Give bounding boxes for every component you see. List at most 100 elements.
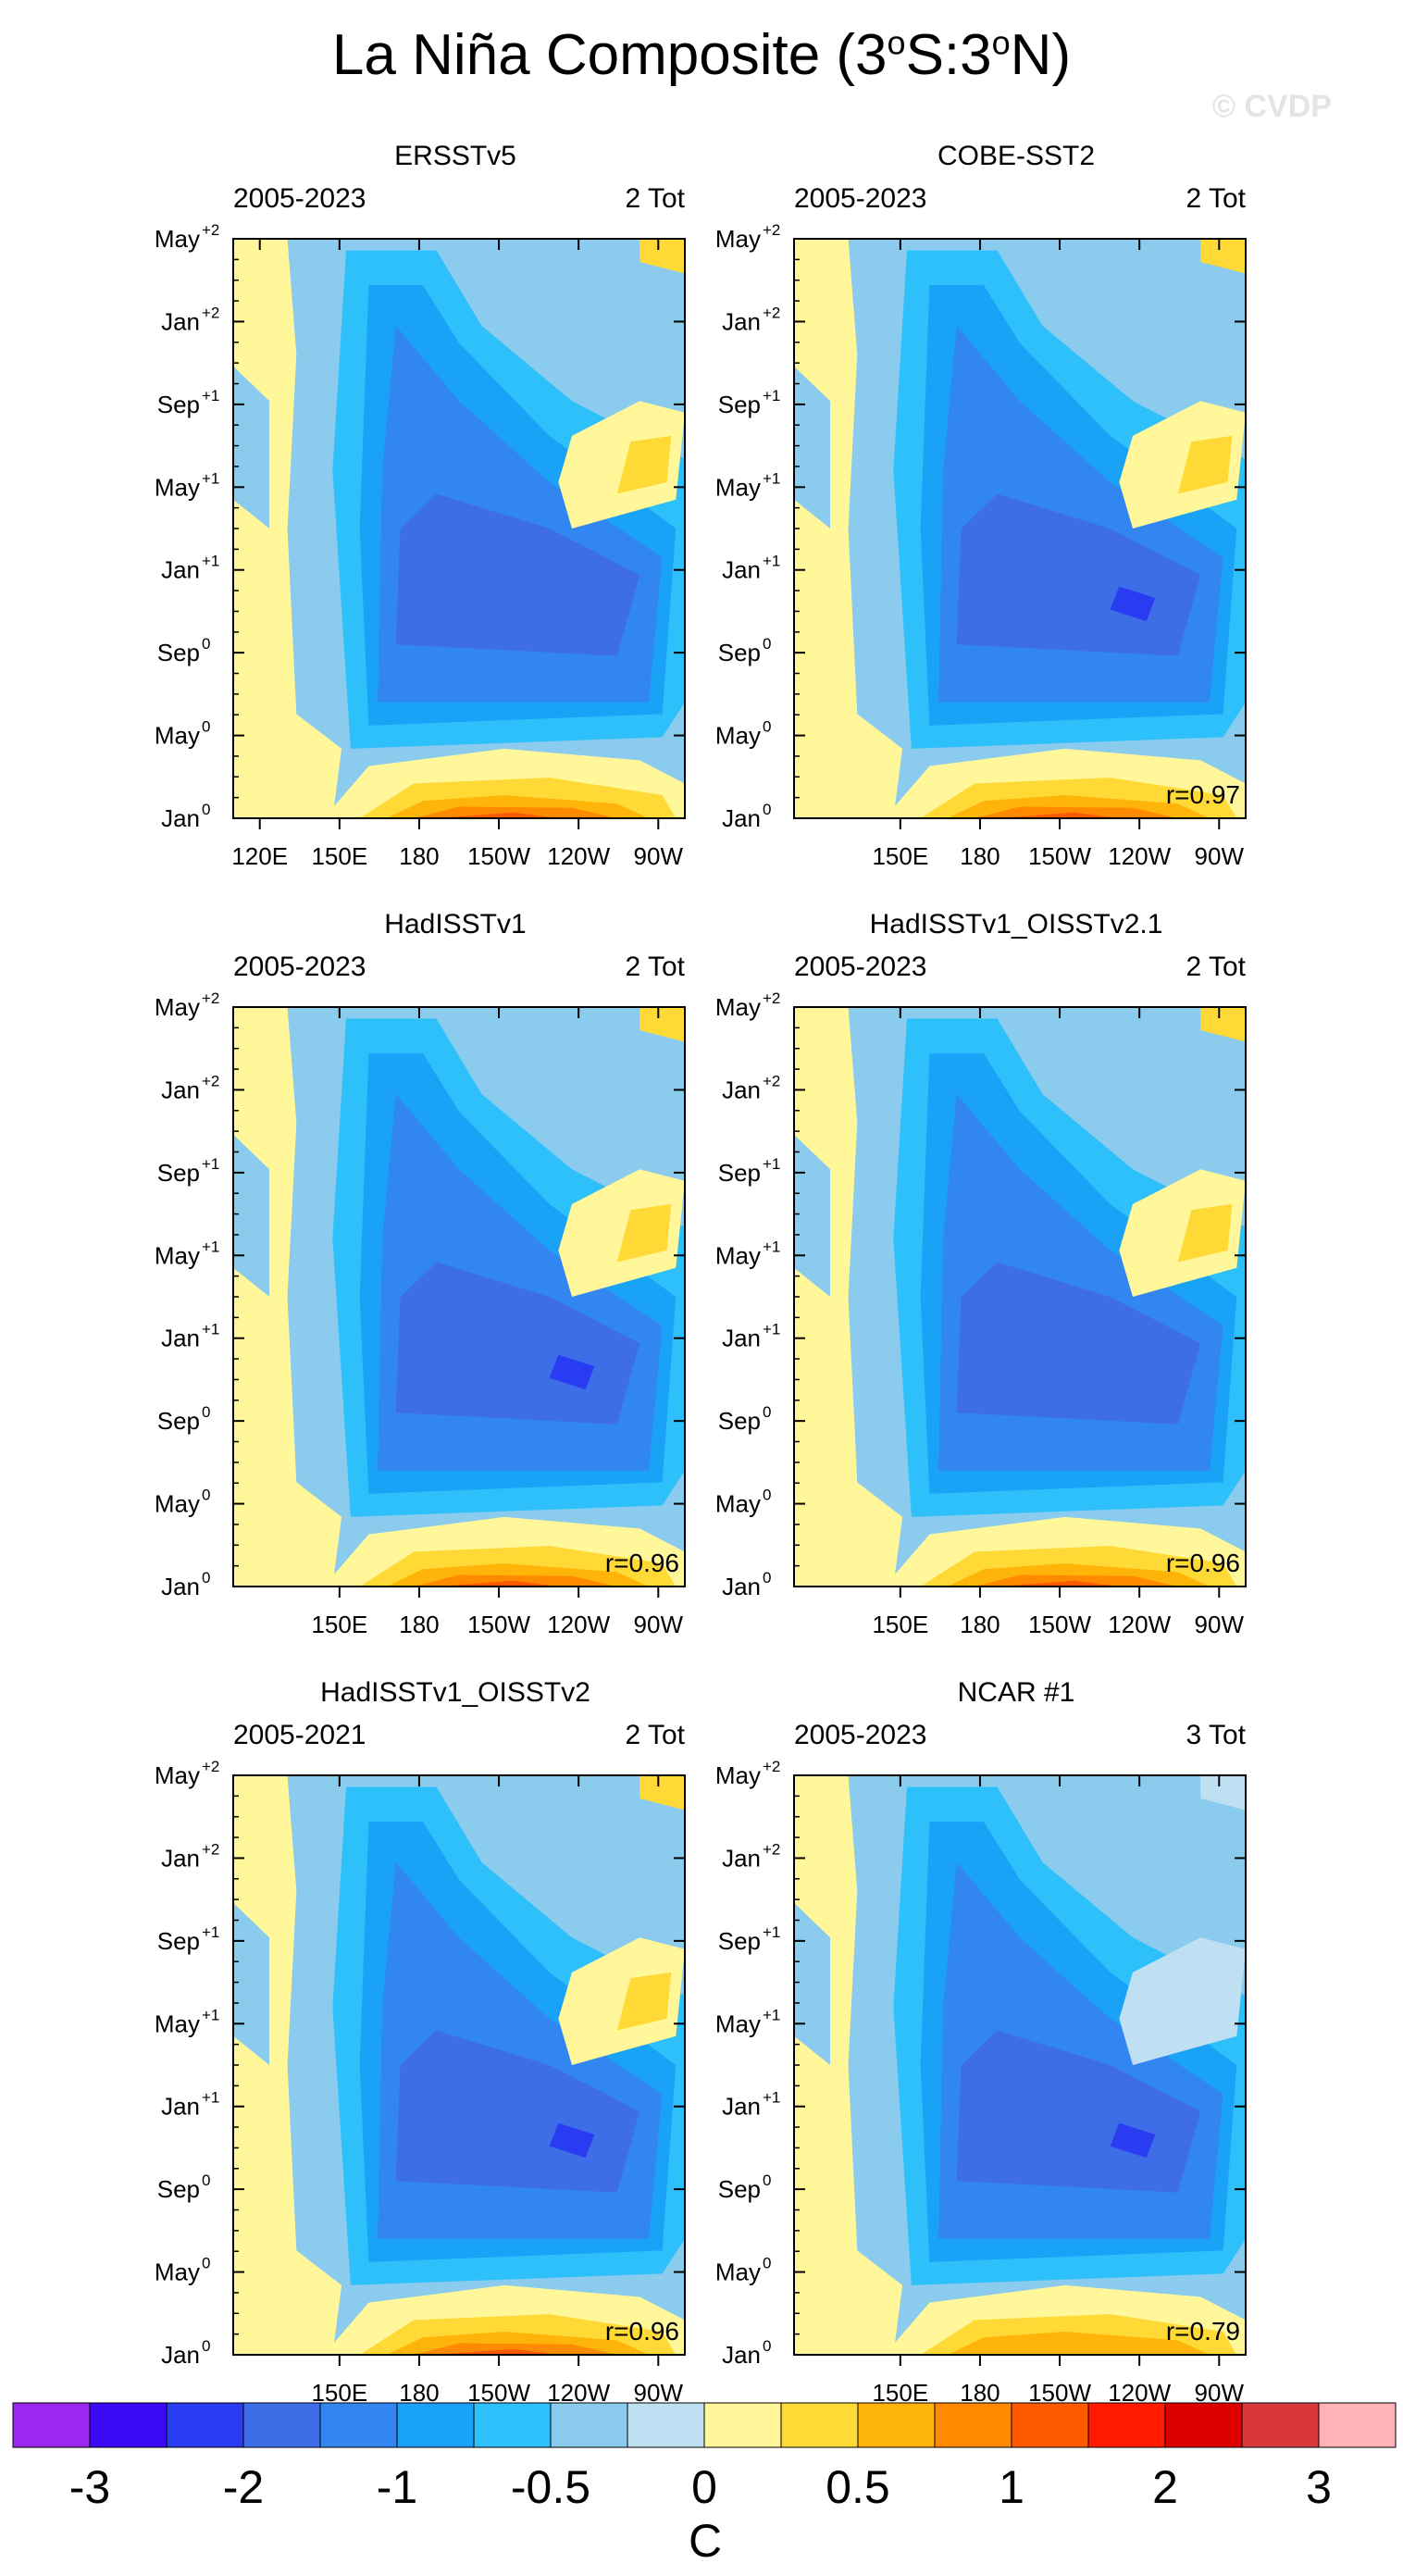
y-tick-superscript: +1 bbox=[202, 2006, 219, 2023]
x-tick-label: 180 bbox=[399, 2379, 439, 2407]
panel-correlation: r=0.96 bbox=[1166, 1549, 1240, 1577]
panel-field-5 bbox=[233, 1775, 685, 2355]
panel-title: NCAR #1 bbox=[958, 1677, 1075, 1708]
colorbar-label: 3 bbox=[1306, 2461, 1332, 2513]
y-tick-label: Jan bbox=[161, 2341, 200, 2369]
panel-count: 2 Tot bbox=[626, 1720, 686, 1750]
y-tick-superscript: +2 bbox=[763, 1072, 780, 1089]
y-tick-superscript: +2 bbox=[202, 1758, 219, 1775]
colorbar-swatch bbox=[1087, 2402, 1166, 2448]
x-tick-label: 180 bbox=[960, 1611, 999, 1638]
y-tick-superscript: +2 bbox=[202, 221, 219, 239]
y-tick-superscript: +1 bbox=[763, 1321, 780, 1338]
y-tick-label: May bbox=[155, 1490, 200, 1518]
y-tick-label: Sep bbox=[157, 1159, 200, 1187]
colorbar-label: 2 bbox=[1152, 2461, 1178, 2513]
y-tick-label: May bbox=[155, 993, 200, 1021]
y-tick-label: Sep bbox=[157, 639, 200, 666]
panel-period: 2005-2023 bbox=[233, 952, 366, 982]
y-tick-superscript: +1 bbox=[202, 1155, 219, 1173]
y-tick-label: Jan bbox=[161, 1573, 200, 1600]
y-tick-superscript: +2 bbox=[202, 1840, 219, 1858]
y-tick-superscript: 0 bbox=[763, 2255, 771, 2272]
y-tick-superscript: +2 bbox=[763, 304, 780, 321]
panel-title: ERSSTv5 bbox=[394, 141, 516, 171]
colorbar-swatch bbox=[1241, 2402, 1320, 2448]
colorbar-swatch bbox=[396, 2402, 475, 2448]
x-tick-label: 150E bbox=[872, 842, 928, 870]
x-tick-label: 180 bbox=[960, 2379, 999, 2407]
colorbar-swatch bbox=[12, 2402, 91, 2448]
panel-title: HadISSTv1 bbox=[384, 909, 526, 940]
panel-correlation: r=0.97 bbox=[1166, 780, 1240, 809]
y-tick-superscript: +1 bbox=[763, 387, 780, 404]
panel-4: HadISSTv1_OISSTv2.1 2005-2023 2 Tot r=0.96 J… bbox=[715, 909, 1247, 1638]
colorbar-label: -1 bbox=[377, 2461, 417, 2513]
y-tick-superscript: +2 bbox=[763, 1840, 780, 1858]
y-tick-superscript: 0 bbox=[763, 1403, 771, 1421]
panel-period: 2005-2023 bbox=[794, 183, 926, 214]
y-tick-label: Jan bbox=[722, 804, 761, 832]
y-tick-label: Jan bbox=[161, 556, 200, 584]
y-tick-superscript: +1 bbox=[202, 1238, 219, 1255]
panel-count: 2 Tot bbox=[1186, 183, 1247, 214]
x-tick-label: 150E bbox=[872, 2379, 928, 2407]
colorbar-label: -2 bbox=[223, 2461, 264, 2513]
y-tick-superscript: 0 bbox=[202, 2337, 210, 2355]
panel-field-1 bbox=[233, 239, 685, 818]
y-tick-superscript: 0 bbox=[763, 801, 771, 818]
x-tick-label: 120W bbox=[1108, 2379, 1171, 2407]
y-tick-superscript: 0 bbox=[202, 801, 210, 818]
title-text-c: S:3 bbox=[905, 23, 992, 87]
y-tick-label: May bbox=[715, 722, 761, 750]
y-tick-label: May bbox=[715, 2010, 761, 2037]
y-tick-superscript: 0 bbox=[202, 1403, 210, 1421]
y-tick-superscript: 0 bbox=[202, 1487, 210, 1504]
y-tick-superscript: +2 bbox=[763, 1758, 780, 1775]
y-tick-label: May bbox=[155, 1761, 200, 1789]
colorbar-swatch bbox=[473, 2402, 552, 2448]
y-tick-label: Jan bbox=[722, 2341, 761, 2369]
y-tick-label: Sep bbox=[157, 1927, 200, 1955]
x-tick-label: 150E bbox=[311, 2379, 367, 2407]
x-tick-label: 150W bbox=[467, 2379, 530, 2407]
y-tick-superscript: +2 bbox=[202, 1072, 219, 1089]
y-tick-label: May bbox=[155, 473, 200, 501]
y-tick-superscript: +2 bbox=[763, 989, 780, 1007]
y-tick-superscript: +2 bbox=[202, 304, 219, 321]
panel-period: 2005-2023 bbox=[233, 183, 366, 214]
x-tick-label: 150E bbox=[311, 1611, 367, 1638]
y-tick-superscript: +1 bbox=[202, 469, 219, 487]
panel-correlation: r=0.96 bbox=[605, 1549, 679, 1577]
y-tick-label: Sep bbox=[718, 1927, 761, 1955]
y-tick-label: Jan bbox=[722, 556, 761, 584]
colorbar-swatch bbox=[1011, 2402, 1089, 2448]
title-text-a: La Niña Composite (3 bbox=[331, 23, 888, 87]
y-tick-superscript: 0 bbox=[763, 2337, 771, 2355]
x-tick-label: 150E bbox=[311, 842, 367, 870]
y-tick-label: Sep bbox=[718, 639, 761, 666]
panel-title: COBE-SST2 bbox=[937, 141, 1095, 171]
y-tick-superscript: 0 bbox=[763, 1487, 771, 1504]
y-tick-superscript: +1 bbox=[202, 387, 219, 404]
y-tick-superscript: +1 bbox=[763, 469, 780, 487]
panel-field-6 bbox=[794, 1775, 1246, 2355]
panel-count: 2 Tot bbox=[1186, 952, 1247, 982]
watermark: © CVDP bbox=[1212, 89, 1332, 124]
y-tick-label: Jan bbox=[722, 1076, 761, 1103]
x-tick-label: 150W bbox=[1028, 1611, 1091, 1638]
panel-period: 2005-2023 bbox=[794, 1720, 926, 1750]
x-tick-label: 120E bbox=[231, 842, 288, 870]
colorbar-swatch bbox=[1164, 2402, 1243, 2448]
x-tick-label: 120W bbox=[547, 2379, 610, 2407]
y-tick-label: May bbox=[155, 2010, 200, 2037]
colorbar-swatch bbox=[780, 2402, 859, 2448]
x-tick-label: 150E bbox=[872, 1611, 928, 1638]
x-tick-label: 150W bbox=[467, 842, 530, 870]
colorbar-swatch bbox=[242, 2402, 321, 2448]
panel-correlation: r=0.79 bbox=[1166, 2317, 1240, 2346]
